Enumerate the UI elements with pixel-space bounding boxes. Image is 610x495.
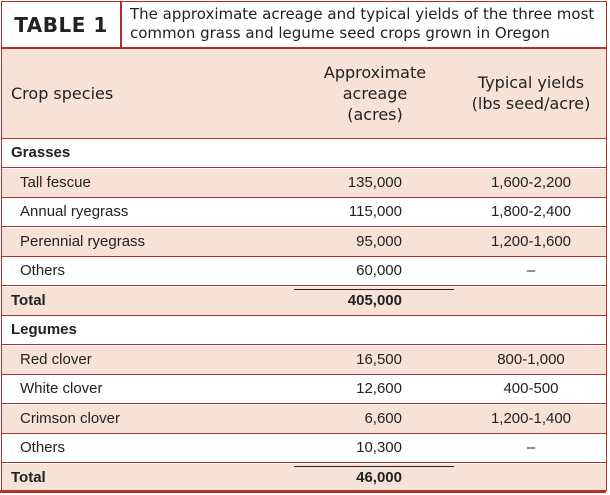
yield-cell: 1,800-2,400 xyxy=(490,203,572,220)
table-row: Tall fescue 135,000 1,600-2,200 xyxy=(2,168,606,198)
acreage-header-line-1: Approximate xyxy=(323,63,427,82)
yield-cell: 400-500 xyxy=(503,380,559,397)
yield-cell: – xyxy=(526,262,536,279)
yield-cell: 1,200-1,400 xyxy=(490,409,572,427)
crop-name-cell: Annual ryegrass xyxy=(20,203,129,220)
yields-header-line-1: Typical yields xyxy=(477,73,585,92)
column-header-yields: Typical yields (lbs seed/acre) xyxy=(458,72,604,114)
acreage-cell: 46,000 xyxy=(356,468,402,486)
crop-name-cell: Total xyxy=(11,468,46,486)
acreage-cell: 12,600 xyxy=(356,380,402,397)
yield-cell: 1,600-2,200 xyxy=(490,173,572,191)
acreage-cell: 10,300 xyxy=(356,439,402,456)
crop-name-cell: Crimson clover xyxy=(20,409,121,427)
table-header: TABLE 1 The approximate acreage and typi… xyxy=(2,2,606,49)
crop-name-cell: Red clover xyxy=(20,350,92,368)
table-row: Others 60,000 – xyxy=(2,257,606,286)
table-caption: The approximate acreage and typical yiel… xyxy=(130,5,600,43)
column-header-crop-species: Crop species xyxy=(11,84,114,103)
section-row: Grasses xyxy=(2,139,606,168)
table-number-badge: TABLE 1 xyxy=(2,2,122,47)
crop-name-cell: Perennial ryegrass xyxy=(20,232,146,250)
yield-cell: – xyxy=(526,439,536,456)
total-row: Total 405,000 xyxy=(2,286,606,316)
section-label: Grasses xyxy=(11,144,71,161)
table-row: Crimson clover 6,600 1,200-1,400 xyxy=(2,404,606,434)
caption-line-1: The approximate acreage and typical yiel… xyxy=(130,5,595,23)
crop-name-cell: Others xyxy=(20,439,66,456)
caption-line-2: common grass and legume seed crops grown… xyxy=(130,24,550,42)
table-row: Others 10,300 – xyxy=(2,434,606,463)
yield-cell: 1,200-1,600 xyxy=(490,232,572,250)
table-row: Perennial ryegrass 95,000 1,200-1,600 xyxy=(2,227,606,257)
acreage-cell: 135,000 xyxy=(347,173,402,191)
table-row: Red clover 16,500 800-1,000 xyxy=(2,345,606,375)
section-row: Legumes xyxy=(2,316,606,345)
table-row: White clover 12,600 400-500 xyxy=(2,375,606,404)
sum-rule xyxy=(294,288,454,290)
acreage-cell: 95,000 xyxy=(356,232,402,250)
crop-name-cell: Total xyxy=(11,291,46,309)
acreage-header-line-3: (acres) xyxy=(347,105,403,124)
acreage-cell: 6,600 xyxy=(364,409,402,427)
column-header-row: Crop species Approximate acreage (acres)… xyxy=(2,49,606,139)
acreage-header-line-2: acreage xyxy=(342,84,408,103)
acreage-cell: 405,000 xyxy=(347,291,402,309)
table-row: Annual ryegrass 115,000 1,800-2,400 xyxy=(2,198,606,227)
crop-name-cell: Tall fescue xyxy=(20,173,91,191)
yield-cell: 800-1,000 xyxy=(497,350,565,368)
crop-name-cell: White clover xyxy=(20,380,103,397)
acreage-cell: 115,000 xyxy=(348,203,402,220)
sum-rule xyxy=(294,465,454,467)
crop-name-cell: Others xyxy=(20,262,66,279)
yields-header-line-2: (lbs seed/acre) xyxy=(471,94,591,113)
section-label: Legumes xyxy=(11,321,77,338)
acreage-cell: 60,000 xyxy=(356,262,402,279)
bottom-accent-rule xyxy=(0,490,606,493)
total-row: Total 46,000 xyxy=(2,463,606,493)
acreage-cell: 16,500 xyxy=(356,350,402,368)
column-header-acreage: Approximate acreage (acres) xyxy=(302,62,448,125)
